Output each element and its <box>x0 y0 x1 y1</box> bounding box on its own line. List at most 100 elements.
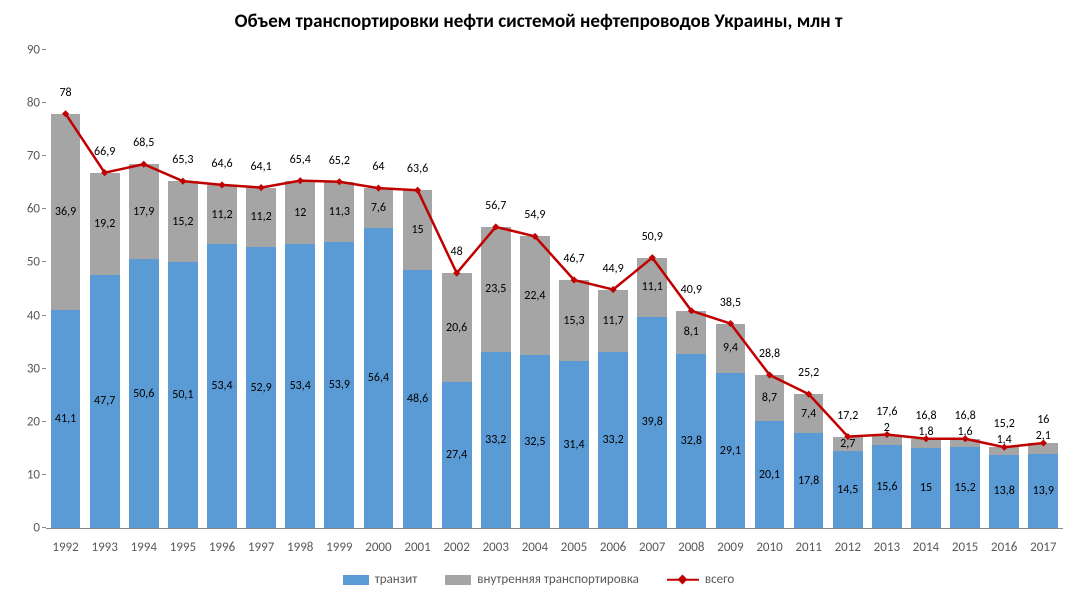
bar-segment-domestic: 7,6 <box>364 188 394 228</box>
bar-segment-domestic: 36,9 <box>51 114 81 310</box>
bar-group: 151,816,8 <box>906 50 945 528</box>
bar-stack: 17,87,425,2 <box>794 394 824 528</box>
bar-segment-transit: 29,1 <box>716 373 746 528</box>
total-label: 48 <box>451 245 463 259</box>
bar-segment-domestic: 11,7 <box>598 290 628 352</box>
bar-group: 17,87,4 25,2 <box>789 50 828 528</box>
bar-stack: 50,115,265,3 <box>168 181 198 528</box>
bar-group: 33,211,744,9 <box>594 50 633 528</box>
bar-segment-transit: 17,8 <box>794 433 824 528</box>
bar-stack: 33,223,556,7 <box>481 227 511 528</box>
x-tick-label: 1993 <box>85 540 124 555</box>
x-tick-label: 2008 <box>672 540 711 555</box>
bar-segment-domestic: 2 <box>872 435 902 446</box>
bar-segment-transit: 53,9 <box>324 242 354 528</box>
total-label: 17,2 <box>837 409 858 423</box>
x-tick-label: 2003 <box>476 540 515 555</box>
total-label: 17,6 <box>876 405 897 419</box>
total-label: 40,9 <box>681 283 702 297</box>
total-label: 64 <box>372 160 384 174</box>
total-label: 25,2 <box>798 366 819 380</box>
bar-segment-transit: 53,4 <box>207 244 237 528</box>
bar-stack: 15,21,616,8 <box>950 439 980 528</box>
bar-segment-transit: 53,4 <box>285 244 315 528</box>
bar-stack: 14,52,717,2 <box>833 437 863 528</box>
y-tick-label: 80 <box>16 96 40 111</box>
x-tick-label: 2002 <box>437 540 476 555</box>
bar-stack: 32,522,454,9 <box>520 236 550 528</box>
bar-segment-transit: 14,5 <box>833 451 863 528</box>
total-label: 16,8 <box>915 409 936 423</box>
y-tick-label: 10 <box>16 467 40 482</box>
bar-segment-domestic: 2,7 <box>833 437 863 451</box>
bar-segment-domestic: 8,7 <box>755 375 785 421</box>
bar-segment-domestic: 1,6 <box>950 439 980 447</box>
legend-swatch-total <box>667 575 699 585</box>
bar-segment-transit: 32,8 <box>676 354 706 528</box>
legend-label-total: всего <box>705 572 734 587</box>
legend-swatch-transit <box>343 575 369 585</box>
legend-item-transit: транзит <box>343 572 418 587</box>
bar-stack: 27,420,648 <box>442 273 472 528</box>
bar-segment-transit: 13,8 <box>989 455 1019 528</box>
bar-group: 53,411,264,6 <box>202 50 241 528</box>
y-tick-label: 50 <box>16 255 40 270</box>
x-tick-label: 1998 <box>281 540 320 555</box>
bar-segment-transit: 48,6 <box>403 270 433 528</box>
total-label: 56,7 <box>485 199 506 213</box>
bar-segment-transit: 41,1 <box>51 310 81 528</box>
bar-segment-transit: 56,4 <box>364 228 394 528</box>
bar-group: 13,81,4 15,2 <box>985 50 1024 528</box>
y-tick-label: 40 <box>16 308 40 323</box>
total-label: 15,2 <box>994 417 1015 431</box>
bar-group: 53,911,365,2 <box>320 50 359 528</box>
bar-segment-domestic: 1,4 <box>989 447 1019 454</box>
bar-group: 53,41265,4 <box>281 50 320 528</box>
legend-item-domestic: внутренняя транспортировка <box>445 572 639 587</box>
total-label: 78 <box>59 86 71 100</box>
legend-label-transit: транзит <box>375 572 418 587</box>
bar-group: 48,61563,6 <box>398 50 437 528</box>
bar-stack: 50,617,968,5 <box>129 164 159 528</box>
bar-group: 13,92,116 <box>1024 50 1063 528</box>
total-label: 16 <box>1037 413 1049 427</box>
bar-stack: 13,81,415,2 <box>989 447 1019 528</box>
x-tick-label: 2014 <box>906 540 945 555</box>
x-tick-label: 2017 <box>1024 540 1063 555</box>
plot-area: 0102030405060708090 41,136,97847,719,266… <box>46 50 1063 529</box>
bar-stack: 53,911,365,2 <box>324 182 354 528</box>
bar-group: 27,420,648 <box>437 50 476 528</box>
bar-stack: 31,415,346,7 <box>559 280 589 528</box>
x-tick-label: 2010 <box>750 540 789 555</box>
bar-segment-domestic: 17,9 <box>129 164 159 259</box>
chart-container: Объем транспортировки нефти системой неф… <box>0 0 1077 599</box>
x-tick-label: 2006 <box>594 540 633 555</box>
chart-title: Объем транспортировки нефти системой неф… <box>20 10 1057 33</box>
y-tick-label: 30 <box>16 361 40 376</box>
total-label: 38,5 <box>720 296 741 310</box>
bar-segment-domestic: 7,4 <box>794 394 824 433</box>
legend-label-domestic: внутренняя транспортировка <box>477 572 639 587</box>
x-tick-label: 1992 <box>46 540 85 555</box>
x-tick-label: 2009 <box>711 540 750 555</box>
bar-segment-domestic: 22,4 <box>520 236 550 355</box>
bar-stack: 52,911,264,1 <box>246 188 276 528</box>
y-tick-label: 70 <box>16 149 40 164</box>
bar-stack: 20,18,728,8 <box>755 375 785 528</box>
legend-swatch-domestic <box>445 575 471 585</box>
bar-segment-domestic: 11,2 <box>207 185 237 244</box>
x-tick-label: 2016 <box>985 540 1024 555</box>
x-tick-label: 1996 <box>202 540 241 555</box>
bar-group: 41,136,9 78 <box>46 50 85 528</box>
bar-stack: 151,816,8 <box>911 439 941 528</box>
bar-group: 33,223,556,7 <box>476 50 515 528</box>
x-tick-label: 1995 <box>163 540 202 555</box>
bar-segment-domestic: 12 <box>285 181 315 245</box>
x-tick-label: 2004 <box>515 540 554 555</box>
y-tick-label: 0 <box>16 521 40 536</box>
bar-group: 29,19,438,5 <box>711 50 750 528</box>
bar-segment-domestic: 2,1 <box>1028 443 1058 454</box>
x-tick-label: 2000 <box>359 540 398 555</box>
legend: транзит внутренняя транспортировка всего <box>0 572 1077 587</box>
bar-stack: 47,719,266,9 <box>90 173 120 528</box>
